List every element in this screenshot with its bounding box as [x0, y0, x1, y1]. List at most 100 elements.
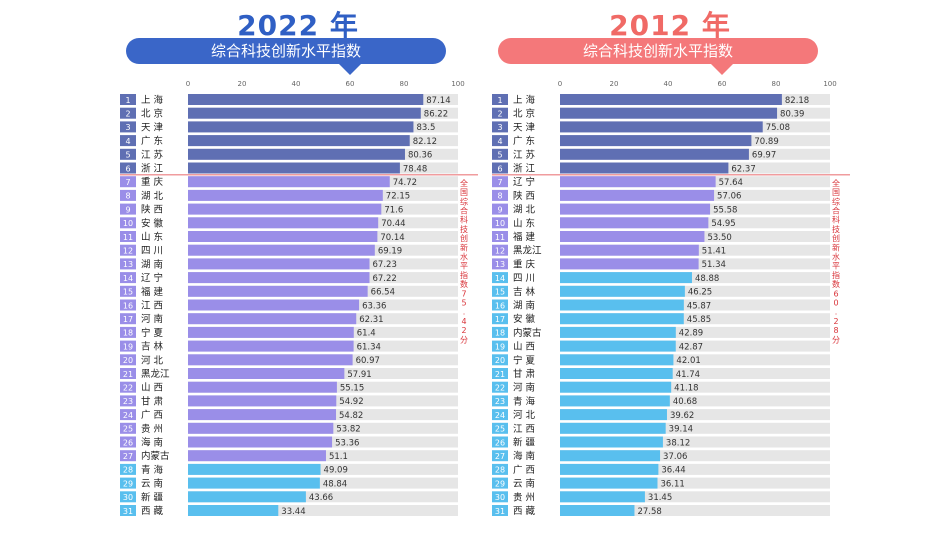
- bar-row: 26 新 疆 38.12: [492, 436, 830, 449]
- rank-number: 7: [125, 178, 130, 187]
- note-char: 综: [460, 196, 468, 206]
- value-label: 75.08: [766, 123, 790, 133]
- bar-row: 23 青 海 40.68: [492, 395, 830, 407]
- bar-track: [560, 491, 830, 503]
- bar: [560, 217, 709, 229]
- region-label: 海 南: [141, 437, 163, 449]
- region-label: 吉 林: [513, 286, 536, 298]
- value-label: 86.22: [424, 110, 448, 120]
- bar: [560, 450, 661, 462]
- rank-badge: [492, 326, 508, 338]
- value-label: 51.1: [329, 452, 348, 462]
- bar-row: 7 重 庆 74.72: [120, 176, 458, 188]
- value-label: 51.41: [702, 247, 726, 257]
- value-label: 83.5: [416, 123, 435, 133]
- region-label: 广 东: [141, 135, 163, 147]
- bar: [188, 94, 424, 105]
- bar: [560, 313, 684, 325]
- region-label: 贵 州: [141, 423, 163, 435]
- bar: [188, 340, 354, 352]
- bar-row: 14 辽 宁 67.22: [120, 272, 458, 284]
- rank-badge: [120, 258, 136, 270]
- region-label: 贵 州: [513, 491, 535, 503]
- note-char: 指: [460, 270, 468, 280]
- value-label: 33.44: [281, 507, 305, 517]
- bar: [188, 121, 414, 133]
- rank-badge: [120, 326, 136, 338]
- rank-badge: [120, 272, 136, 284]
- rank-badge: [492, 121, 508, 133]
- rank-badge: [492, 231, 508, 242]
- x-tick-label: 80: [772, 80, 781, 88]
- bar-row: 26 海 南 53.36: [120, 436, 458, 449]
- rank-number: 13: [123, 260, 133, 269]
- bar-track: [560, 422, 830, 434]
- region-label: 山 东: [513, 217, 535, 229]
- note-char: 科: [460, 215, 468, 225]
- region-label: 海 南: [513, 450, 535, 462]
- rank-number: 30: [495, 493, 505, 502]
- note-char: 创: [460, 233, 468, 243]
- bar: [188, 258, 370, 270]
- rank-badge: [120, 381, 136, 393]
- rank-number: 15: [495, 288, 505, 297]
- rank-number: 17: [495, 315, 505, 324]
- bar: [560, 409, 667, 421]
- region-label: 安 徽: [513, 313, 536, 325]
- rank-badge: [492, 258, 508, 270]
- rank-number: 19: [495, 342, 505, 351]
- bar-row: 22 河 南 41.18: [492, 381, 830, 394]
- bar: [560, 285, 685, 297]
- value-label: 72.15: [386, 192, 410, 202]
- banner-pointer: [338, 63, 362, 75]
- x-tick-label: 0: [186, 80, 190, 88]
- rank-badge: [120, 491, 136, 503]
- rank-badge: [492, 176, 508, 188]
- note-char: 5: [461, 299, 466, 308]
- rank-number: 11: [495, 233, 505, 242]
- bar-row: 18 宁 夏 61.4: [120, 326, 458, 339]
- bar-track: [560, 395, 830, 407]
- rank-number: 22: [123, 384, 133, 393]
- bar: [188, 491, 306, 503]
- bar: [560, 244, 699, 256]
- rank-number: 29: [495, 479, 505, 488]
- value-label: 36.44: [661, 466, 685, 476]
- value-label: 57.64: [719, 178, 743, 188]
- region-label: 重 庆: [141, 176, 164, 188]
- bar: [188, 368, 345, 379]
- region-label: 重 庆: [513, 258, 536, 270]
- bar-row: 25 江 西 39.14: [492, 422, 830, 435]
- rank-number: 23: [495, 397, 505, 406]
- rank-number: 14: [123, 274, 133, 283]
- region-label: 上 海: [513, 94, 536, 106]
- bar-track: [188, 491, 458, 503]
- bar: [188, 463, 321, 475]
- rank-badge: [492, 354, 508, 366]
- value-label: 49.09: [324, 466, 348, 476]
- value-label: 80.36: [408, 151, 432, 161]
- bar-track: [560, 450, 830, 462]
- region-label: 安 徽: [141, 217, 164, 229]
- bar: [560, 422, 666, 434]
- rank-number: 28: [123, 466, 133, 475]
- note-char: 合: [460, 206, 468, 216]
- bar-row: 19 吉 林 61.34: [120, 340, 458, 353]
- region-label: 西 藏: [513, 505, 536, 517]
- region-label: 福 建: [141, 286, 164, 298]
- x-tick-label: 40: [664, 80, 673, 88]
- value-label: 31.45: [648, 493, 672, 503]
- bar-row: 6 浙 江 62.37: [492, 162, 830, 175]
- region-label: 江 西: [141, 301, 163, 312]
- bar-row: 14 四 川 48.88: [492, 272, 830, 284]
- region-label: 河 北: [141, 354, 164, 366]
- value-label: 60.97: [356, 356, 380, 366]
- region-label: 宁 夏: [513, 354, 536, 366]
- bar-track: [560, 272, 830, 284]
- note-char: 水: [832, 252, 840, 262]
- bar: [560, 505, 635, 516]
- rank-number: 9: [497, 205, 502, 214]
- bar-row: 9 湖 北 55.58: [492, 203, 830, 216]
- bar: [560, 395, 670, 407]
- value-label: 70.14: [380, 233, 404, 243]
